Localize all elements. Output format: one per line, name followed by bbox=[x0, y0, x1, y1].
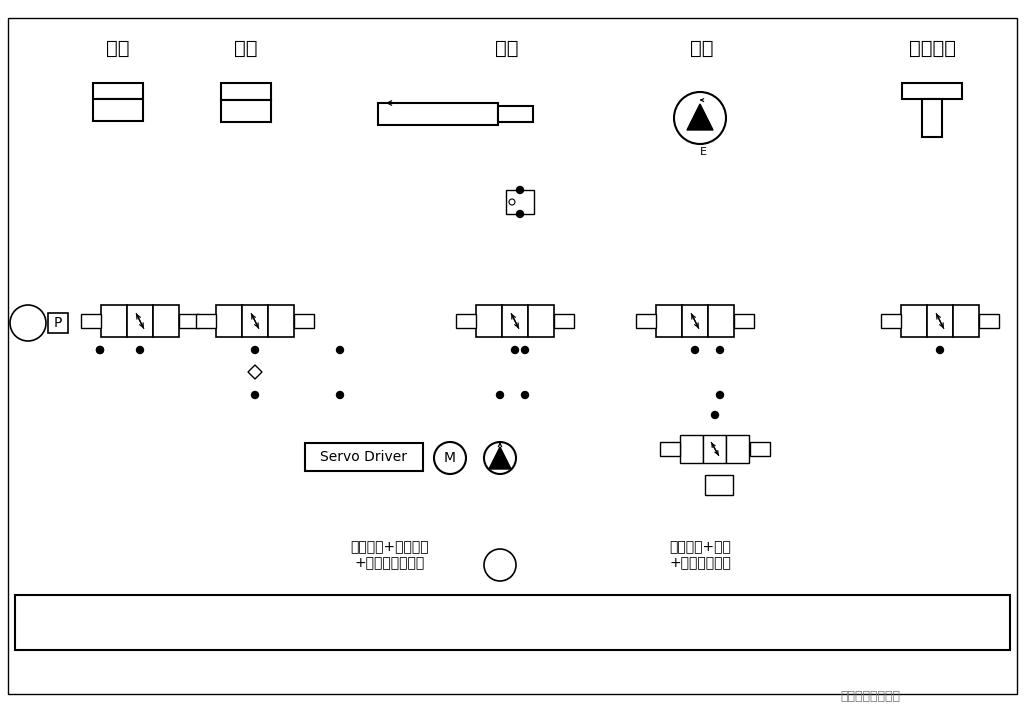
Bar bbox=[734, 314, 754, 328]
Bar bbox=[48, 313, 68, 333]
Bar bbox=[15, 595, 1010, 650]
Bar bbox=[953, 305, 979, 337]
Bar bbox=[708, 305, 734, 337]
Circle shape bbox=[96, 347, 104, 353]
Bar bbox=[196, 314, 216, 328]
Bar bbox=[498, 106, 533, 122]
Circle shape bbox=[511, 347, 519, 353]
Bar bbox=[660, 442, 680, 456]
Bar bbox=[456, 314, 476, 328]
Bar bbox=[705, 475, 733, 495]
Bar bbox=[618, 410, 833, 530]
Circle shape bbox=[716, 347, 724, 353]
Bar bbox=[922, 99, 942, 137]
Text: M: M bbox=[444, 451, 456, 465]
Bar bbox=[726, 435, 749, 463]
Circle shape bbox=[10, 305, 46, 341]
Text: Servo Driver: Servo Driver bbox=[321, 450, 408, 464]
Circle shape bbox=[251, 392, 258, 399]
Circle shape bbox=[96, 347, 104, 353]
Bar bbox=[295, 410, 560, 530]
Circle shape bbox=[711, 412, 719, 419]
Bar bbox=[901, 305, 927, 337]
Bar bbox=[93, 83, 144, 99]
Bar bbox=[476, 305, 502, 337]
Text: 系统卸荷+加载
+保压特殊回路: 系统卸荷+加载 +保压特殊回路 bbox=[669, 540, 731, 570]
Circle shape bbox=[517, 187, 524, 194]
Polygon shape bbox=[687, 104, 713, 130]
Bar bbox=[81, 314, 101, 328]
Text: 伺服驱动+伺服电机
+变速驱动叶片泵: 伺服驱动+伺服电机 +变速驱动叶片泵 bbox=[351, 540, 429, 570]
Bar bbox=[680, 435, 703, 463]
Text: 射移: 射移 bbox=[235, 38, 257, 58]
Bar bbox=[127, 305, 153, 337]
Bar bbox=[216, 305, 242, 337]
Circle shape bbox=[517, 211, 524, 217]
Circle shape bbox=[937, 347, 943, 353]
Bar bbox=[750, 442, 770, 456]
Bar bbox=[902, 83, 962, 99]
Bar bbox=[927, 305, 953, 337]
Circle shape bbox=[336, 347, 343, 353]
Text: 顶针油缸: 顶针油缸 bbox=[908, 38, 955, 58]
Polygon shape bbox=[489, 447, 511, 469]
Circle shape bbox=[522, 347, 529, 353]
Circle shape bbox=[484, 549, 516, 581]
Circle shape bbox=[251, 347, 258, 353]
Bar bbox=[378, 103, 498, 125]
Bar bbox=[242, 305, 268, 337]
Circle shape bbox=[434, 442, 466, 474]
Bar bbox=[528, 305, 554, 337]
Circle shape bbox=[509, 199, 515, 205]
Bar bbox=[268, 305, 294, 337]
Circle shape bbox=[484, 442, 516, 474]
Bar bbox=[294, 314, 314, 328]
Bar bbox=[101, 305, 127, 337]
Bar bbox=[682, 305, 708, 337]
Bar bbox=[221, 100, 271, 122]
Circle shape bbox=[674, 92, 726, 144]
Circle shape bbox=[522, 392, 529, 399]
Bar bbox=[656, 305, 682, 337]
Text: 别易号十佰业机电: 别易号十佰业机电 bbox=[840, 691, 900, 703]
Text: E: E bbox=[699, 147, 706, 157]
Bar bbox=[636, 314, 656, 328]
Text: 射胶: 射胶 bbox=[495, 38, 519, 58]
Text: P: P bbox=[53, 316, 63, 330]
Bar bbox=[506, 190, 534, 214]
Bar bbox=[882, 314, 901, 328]
Bar bbox=[153, 305, 179, 337]
Circle shape bbox=[692, 347, 698, 353]
Bar bbox=[179, 314, 199, 328]
Bar bbox=[502, 305, 528, 337]
Polygon shape bbox=[248, 365, 262, 379]
Circle shape bbox=[336, 392, 343, 399]
Bar bbox=[703, 435, 726, 463]
Circle shape bbox=[716, 392, 724, 399]
Bar bbox=[93, 99, 144, 121]
Text: 锁模: 锁模 bbox=[107, 38, 130, 58]
Bar bbox=[979, 314, 999, 328]
Bar bbox=[221, 83, 271, 100]
Text: 熔胶: 熔胶 bbox=[690, 38, 713, 58]
Circle shape bbox=[136, 347, 144, 353]
Bar bbox=[554, 314, 574, 328]
Bar bbox=[305, 443, 423, 471]
Circle shape bbox=[496, 392, 503, 399]
